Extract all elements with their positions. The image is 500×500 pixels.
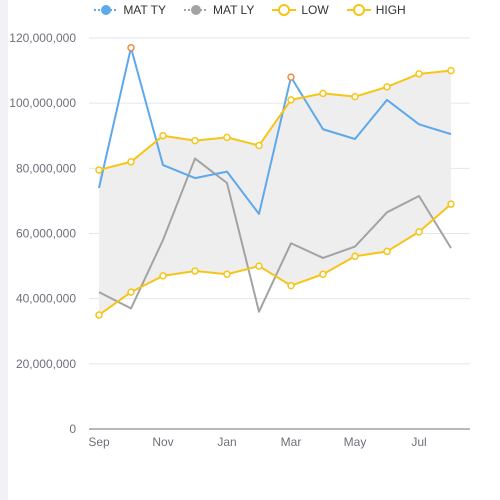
x-tick-label: Sep: [88, 435, 110, 449]
line-layer: [98, 46, 452, 316]
y-tick-label: 120,000,000: [9, 31, 76, 45]
data-point-low[interactable]: [415, 228, 423, 236]
x-tick-label: Nov: [152, 435, 173, 449]
data-point-high[interactable]: [223, 133, 231, 142]
data-point-high[interactable]: [319, 89, 327, 98]
legend-item-mat-ty[interactable]: MAT TY: [94, 3, 166, 17]
data-point-high[interactable]: [191, 136, 199, 145]
data-point-low[interactable]: [255, 262, 263, 270]
point-layer: [95, 44, 455, 319]
legend-label-high: HIGH: [375, 3, 406, 17]
series-line-mat-ly: [98, 157, 452, 313]
data-point-high[interactable]: [287, 96, 295, 104]
highlight-point-mat-ty[interactable]: [127, 44, 135, 52]
x-tick-label: Jan: [217, 435, 236, 449]
data-point-high[interactable]: [255, 141, 263, 150]
data-point-low[interactable]: [319, 270, 327, 278]
data-point-high[interactable]: [383, 83, 391, 91]
x-tick-label: Mar: [281, 435, 302, 449]
series-line-low: [98, 203, 452, 316]
data-point-low[interactable]: [447, 200, 455, 208]
data-point-low[interactable]: [127, 288, 135, 296]
data-point-high[interactable]: [351, 92, 359, 101]
series-line-high: [98, 69, 452, 171]
legend-swatch-high: [346, 4, 371, 16]
legend-swatch-mat-ty: [94, 5, 119, 15]
low-high-band: [99, 70, 451, 315]
data-point-low[interactable]: [287, 281, 295, 290]
data-point-high[interactable]: [95, 166, 103, 174]
data-point-low[interactable]: [351, 252, 359, 261]
label-layer: 0 20,000,000 40,000,000 60,000,000 80,000,00…: [9, 31, 426, 449]
data-point-high[interactable]: [159, 132, 167, 140]
data-point-high[interactable]: [415, 70, 423, 78]
data-point-low[interactable]: [383, 247, 391, 256]
legend-label-mat-ly: MAT LY: [213, 3, 255, 17]
y-tick-label: 80,000,000: [16, 161, 76, 175]
y-tick-label: 0: [69, 422, 76, 436]
legend-label-mat-ty: MAT TY: [123, 3, 166, 17]
highlight-point-mat-ty[interactable]: [287, 73, 295, 81]
y-tick-label: 60,000,000: [16, 227, 76, 241]
y-tick-label: 40,000,000: [16, 292, 76, 306]
legend-item-low[interactable]: LOW: [272, 3, 329, 17]
data-point-high[interactable]: [447, 66, 455, 75]
data-point-low[interactable]: [223, 270, 231, 278]
series-line-mat-ty: [98, 46, 452, 215]
y-tick-label: 100,000,000: [9, 96, 76, 110]
x-tick-label: May: [344, 435, 367, 449]
data-point-high[interactable]: [127, 158, 135, 166]
legend-item-high[interactable]: HIGH: [346, 3, 406, 17]
data-point-low[interactable]: [191, 267, 199, 275]
data-point-low[interactable]: [95, 311, 103, 319]
band-layer: [99, 70, 451, 315]
legend-item-mat-ly[interactable]: MAT LY: [184, 3, 254, 17]
legend-label-low: LOW: [301, 3, 329, 17]
x-tick-label: Jul: [411, 435, 426, 449]
legend-swatch-mat-ly: [184, 5, 208, 15]
data-point-low[interactable]: [159, 272, 167, 280]
y-tick-label: 20,000,000: [16, 357, 76, 371]
left-panel-strip: [0, 0, 8, 500]
legend-swatch-low: [272, 4, 297, 16]
chart-legend: MAT TY MAT LY LOW HIGH: [0, 3, 500, 17]
